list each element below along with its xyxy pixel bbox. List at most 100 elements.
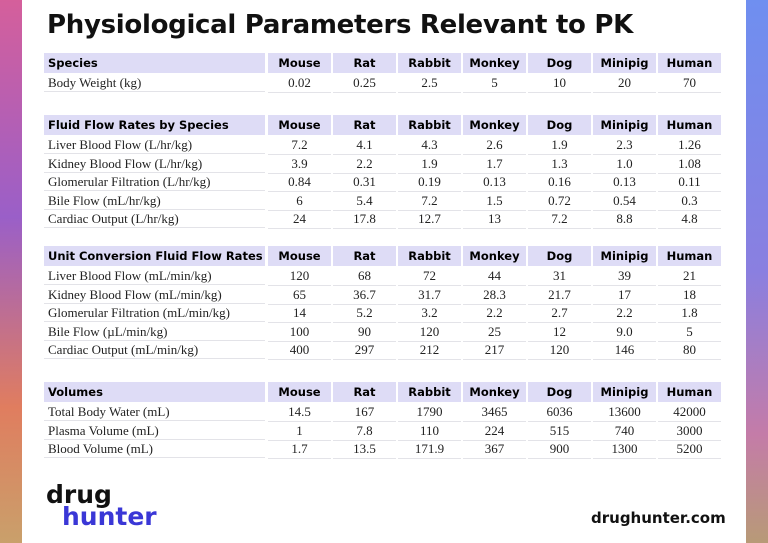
cell: 4.1: [333, 136, 396, 155]
header-cell: Monkey: [463, 53, 526, 73]
side-bar: [746, 0, 768, 543]
cell: 0.02: [268, 74, 331, 93]
cell: Kidney Blood Flow (mL/min/kg): [44, 286, 265, 304]
cell: 2.6: [463, 136, 526, 155]
cell: Glomerular Filtration (L/hr/kg): [44, 173, 265, 192]
cell: 24: [268, 210, 331, 230]
cell: 12: [528, 323, 591, 342]
footer-url: drughunter.com: [591, 509, 726, 527]
cell: 0.54: [593, 192, 656, 211]
cell: 1.7: [268, 440, 331, 460]
cell: 2.7: [528, 304, 591, 324]
cell: 2.5: [398, 74, 461, 93]
header-cell: Volumes: [44, 382, 265, 402]
header-cell: Dog: [528, 382, 591, 402]
cell: 2.2: [463, 304, 526, 324]
header-cell: Rabbit: [398, 382, 461, 402]
cell: 4.3: [398, 136, 461, 155]
cell: 1.08: [658, 155, 721, 174]
cell: 0.25: [333, 74, 396, 93]
cell: 39: [593, 267, 656, 286]
cell: 17: [593, 286, 656, 305]
header-cell: Rabbit: [398, 53, 461, 73]
cell: 900: [528, 440, 591, 460]
cell: 1.0: [593, 155, 656, 174]
cell: 120: [268, 267, 331, 286]
logo-text: drug: [46, 480, 112, 509]
header-cell: Minipig: [593, 246, 656, 266]
cell: 6036: [528, 403, 591, 422]
cell: 90: [333, 323, 396, 342]
cell: 7.2: [268, 136, 331, 155]
header-cell: Minipig: [593, 115, 656, 135]
cell: 13.5: [333, 440, 396, 460]
cell: 70: [658, 74, 721, 93]
cell: 740: [593, 422, 656, 441]
cell: 36.7: [333, 286, 396, 305]
cell: 1.9: [398, 155, 461, 174]
header-cell: Minipig: [593, 53, 656, 73]
cell: 515: [528, 422, 591, 441]
header-cell: Mouse: [268, 115, 331, 135]
cell: Total Body Water (mL): [44, 403, 265, 421]
cell: 80: [658, 341, 721, 361]
cell: 400: [268, 341, 331, 361]
cell: 1.7: [463, 155, 526, 174]
cell: 5.4: [333, 192, 396, 211]
cell: Kidney Blood Flow (L/hr/kg): [44, 155, 265, 173]
cell: 31.7: [398, 286, 461, 305]
cell: 1: [268, 422, 331, 441]
header-cell: Rat: [333, 382, 396, 402]
card: [22, 0, 746, 543]
header-cell: Species: [44, 53, 265, 73]
cell: 224: [463, 422, 526, 441]
cell: 7.2: [528, 210, 591, 230]
cell: 0.31: [333, 173, 396, 193]
cell: 21: [658, 267, 721, 286]
cell: 5200: [658, 440, 721, 460]
cell: 217: [463, 341, 526, 361]
header-cell: Dog: [528, 115, 591, 135]
cell: Bile Flow (mL/hr/kg): [44, 192, 265, 210]
header-cell: Mouse: [268, 382, 331, 402]
header-cell: Rabbit: [398, 246, 461, 266]
header-cell: Mouse: [268, 53, 331, 73]
cell: 17.8: [333, 210, 396, 230]
cell: 0.84: [268, 173, 331, 193]
cell: 13600: [593, 403, 656, 422]
cell: 8.8: [593, 210, 656, 230]
header-cell: Monkey: [463, 382, 526, 402]
cell: 3.2: [398, 304, 461, 324]
cell: 1300: [593, 440, 656, 460]
cell: 1790: [398, 403, 461, 422]
header-cell: Human: [658, 246, 721, 266]
cell: 20: [593, 74, 656, 93]
cell: 3000: [658, 422, 721, 441]
cell: 0.16: [528, 173, 591, 193]
header-cell: Unit Conversion Fluid Flow Rates: [44, 246, 265, 266]
cell: 42000: [658, 403, 721, 422]
cell: 367: [463, 440, 526, 460]
cell: 44: [463, 267, 526, 286]
header-cell: Monkey: [463, 115, 526, 135]
cell: Blood Volume (mL): [44, 440, 265, 459]
cell: 2.2: [593, 304, 656, 324]
cell: 9.0: [593, 323, 656, 342]
cell: 5.2: [333, 304, 396, 324]
cell: Plasma Volume (mL): [44, 422, 265, 440]
cell: 12.7: [398, 210, 461, 230]
cell: 167: [333, 403, 396, 422]
header-cell: Rat: [333, 53, 396, 73]
header-cell: Rat: [333, 115, 396, 135]
cell: 3.9: [268, 155, 331, 174]
cell: 68: [333, 267, 396, 286]
cell: Cardiac Output (L/hr/kg): [44, 210, 265, 229]
cell: 14: [268, 304, 331, 324]
cell: 1.9: [528, 136, 591, 155]
cell: Liver Blood Flow (L/hr/kg): [44, 136, 265, 154]
cell: 0.11: [658, 173, 721, 193]
cell: 120: [398, 323, 461, 342]
cell: 110: [398, 422, 461, 441]
cell: 7.2: [398, 192, 461, 211]
